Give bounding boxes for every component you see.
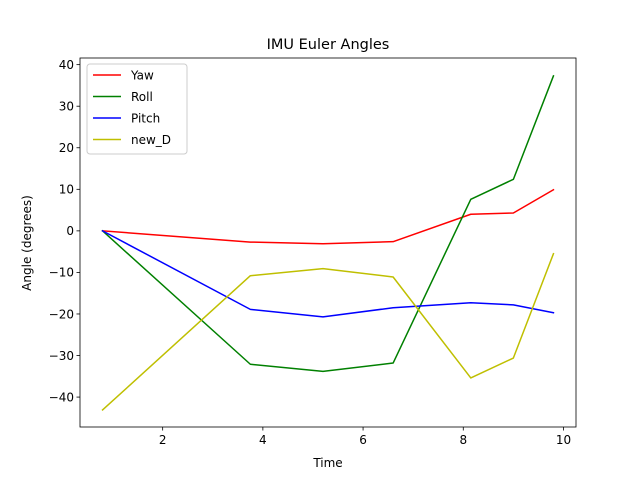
series-line-roll [101, 74, 555, 373]
legend-label: Pitch [131, 111, 160, 125]
x-tick-label: 6 [359, 433, 367, 447]
legend-box [86, 63, 188, 155]
series-line-new-d [101, 252, 555, 412]
legend-label: Roll [131, 90, 153, 104]
y-tick-label: −30 [49, 349, 74, 363]
axes-frame [79, 57, 577, 428]
y-tick-label: −40 [49, 390, 74, 404]
x-tick-label: 8 [459, 433, 467, 447]
y-tick-label: 10 [59, 183, 74, 197]
x-axis-title: Time [312, 456, 342, 470]
y-tick-label: 20 [59, 141, 74, 155]
chart-title: IMU Euler Angles [267, 37, 390, 53]
series-line-pitch [101, 229, 555, 318]
x-tick-label: 4 [259, 433, 267, 447]
y-tick-label: −20 [49, 307, 74, 321]
series-line-yaw [101, 188, 555, 245]
x-tick-label: 10 [556, 433, 571, 447]
y-axis-title: Angle (degrees) [20, 195, 34, 291]
legend-label: Yaw [130, 68, 154, 82]
y-tick-label: −10 [49, 266, 74, 280]
plot-area: 2 4 6 8 10 −40 −30 −20 −10 0 10 20 30 40 Yaw Roll Pitch n… [49, 57, 577, 447]
x-tick-label: 2 [159, 433, 167, 447]
y-tick-label: 30 [59, 100, 74, 114]
y-tick-label: 0 [66, 224, 74, 238]
y-tick-label: 40 [59, 58, 74, 72]
legend-label: new_D [131, 133, 171, 147]
